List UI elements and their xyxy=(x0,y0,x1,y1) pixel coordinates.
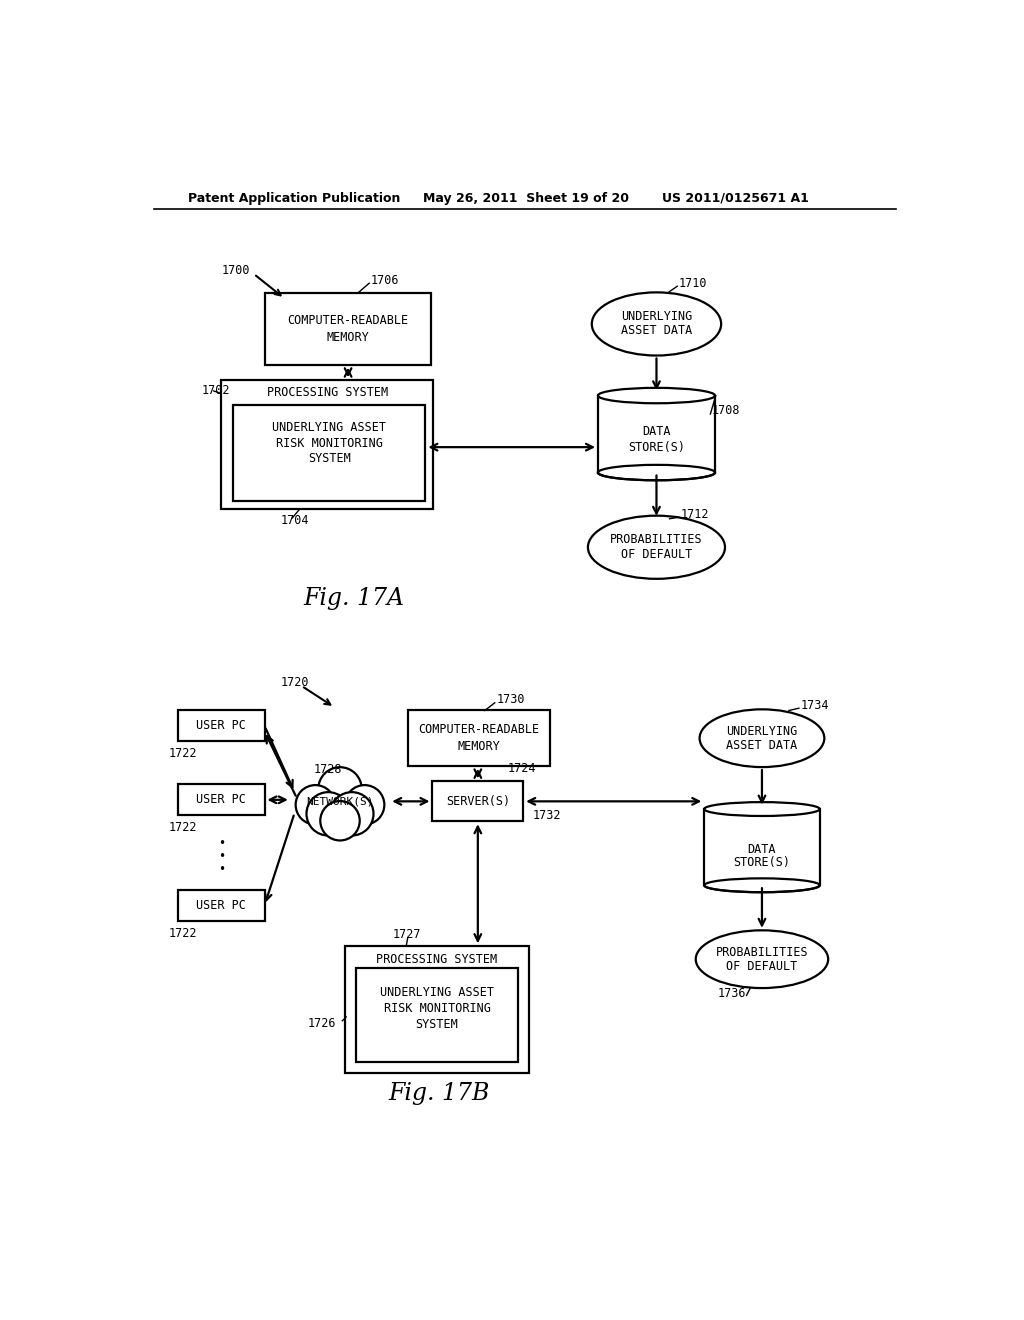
Text: UNDERLYING ASSET: UNDERLYING ASSET xyxy=(380,986,494,999)
Text: 1702: 1702 xyxy=(202,384,230,397)
Text: OF DEFAULT: OF DEFAULT xyxy=(726,961,798,973)
Text: USER PC: USER PC xyxy=(197,899,247,912)
Text: MEMORY: MEMORY xyxy=(327,330,370,343)
Text: USER PC: USER PC xyxy=(197,793,247,807)
Ellipse shape xyxy=(598,388,715,404)
Bar xyxy=(408,710,550,766)
Text: UNDERLYING: UNDERLYING xyxy=(621,310,692,323)
Ellipse shape xyxy=(705,803,819,816)
Circle shape xyxy=(330,792,374,836)
Text: PROBABILITIES: PROBABILITIES xyxy=(716,945,808,958)
Text: US 2011/0125671 A1: US 2011/0125671 A1 xyxy=(662,191,809,205)
Circle shape xyxy=(345,785,384,825)
Text: •: • xyxy=(218,850,225,863)
Bar xyxy=(356,968,518,1061)
Text: PROCESSING SYSTEM: PROCESSING SYSTEM xyxy=(266,385,388,399)
Text: 1727: 1727 xyxy=(392,928,421,941)
Bar xyxy=(598,396,715,473)
Text: Fig. 17A: Fig. 17A xyxy=(303,587,404,610)
Text: 1722: 1722 xyxy=(169,747,198,760)
Ellipse shape xyxy=(592,293,721,355)
Text: 1708: 1708 xyxy=(712,404,740,417)
Text: MEMORY: MEMORY xyxy=(458,741,501,754)
Text: PROBABILITIES: PROBABILITIES xyxy=(610,533,702,546)
Text: 1710: 1710 xyxy=(679,277,708,289)
Ellipse shape xyxy=(598,465,715,480)
Bar xyxy=(345,946,529,1073)
Bar xyxy=(265,293,431,364)
Text: DATA: DATA xyxy=(748,842,776,855)
Circle shape xyxy=(318,767,361,810)
Text: USER PC: USER PC xyxy=(197,719,247,733)
Circle shape xyxy=(296,785,335,825)
Bar xyxy=(178,890,264,921)
Text: May 26, 2011  Sheet 19 of 20: May 26, 2011 Sheet 19 of 20 xyxy=(423,191,629,205)
Text: 1704: 1704 xyxy=(281,513,309,527)
Ellipse shape xyxy=(705,878,819,892)
Text: SYSTEM: SYSTEM xyxy=(416,1018,459,1031)
Text: RISK MONITORING: RISK MONITORING xyxy=(384,1002,490,1015)
Text: 1732: 1732 xyxy=(532,809,561,822)
Text: UNDERLYING: UNDERLYING xyxy=(726,725,798,738)
Circle shape xyxy=(321,801,359,841)
Text: ASSET DATA: ASSET DATA xyxy=(726,739,798,752)
Text: OF DEFAULT: OF DEFAULT xyxy=(621,548,692,561)
Text: PROCESSING SYSTEM: PROCESSING SYSTEM xyxy=(377,953,498,966)
Text: 1722: 1722 xyxy=(169,927,198,940)
Text: NETWORK(S): NETWORK(S) xyxy=(306,796,374,807)
Bar xyxy=(705,809,819,886)
Bar xyxy=(178,784,264,816)
Text: 1730: 1730 xyxy=(497,693,525,706)
Text: •: • xyxy=(218,863,225,876)
Text: Patent Application Publication: Patent Application Publication xyxy=(188,191,400,205)
Text: ASSET DATA: ASSET DATA xyxy=(621,323,692,337)
Bar xyxy=(178,710,264,742)
Text: 1734: 1734 xyxy=(801,698,829,711)
Text: STORE(S): STORE(S) xyxy=(733,857,791,870)
Text: 1736: 1736 xyxy=(717,987,745,1001)
Text: 1700: 1700 xyxy=(221,264,250,277)
Text: 1726: 1726 xyxy=(307,1016,336,1030)
Text: RISK MONITORING: RISK MONITORING xyxy=(275,437,383,450)
Text: 1712: 1712 xyxy=(680,508,709,520)
Circle shape xyxy=(306,792,350,836)
Text: COMPUTER-READABLE: COMPUTER-READABLE xyxy=(288,314,409,326)
Text: 1706: 1706 xyxy=(371,273,399,286)
Bar xyxy=(221,380,433,508)
Text: COMPUTER-READABLE: COMPUTER-READABLE xyxy=(419,723,540,737)
Bar xyxy=(432,781,523,821)
Text: 1728: 1728 xyxy=(313,763,342,776)
Text: DATA: DATA xyxy=(642,425,671,438)
Text: 1722: 1722 xyxy=(169,821,198,834)
Text: SERVER(S): SERVER(S) xyxy=(445,795,510,808)
Text: UNDERLYING ASSET: UNDERLYING ASSET xyxy=(272,421,386,434)
Text: •: • xyxy=(218,837,225,850)
Text: STORE(S): STORE(S) xyxy=(628,441,685,454)
Text: 1724: 1724 xyxy=(508,762,537,775)
Ellipse shape xyxy=(588,516,725,578)
Ellipse shape xyxy=(695,931,828,989)
Text: Fig. 17B: Fig. 17B xyxy=(388,1082,489,1105)
Text: SYSTEM: SYSTEM xyxy=(308,453,350,465)
Ellipse shape xyxy=(699,709,824,767)
Text: 1720: 1720 xyxy=(281,676,309,689)
Bar xyxy=(233,405,425,502)
